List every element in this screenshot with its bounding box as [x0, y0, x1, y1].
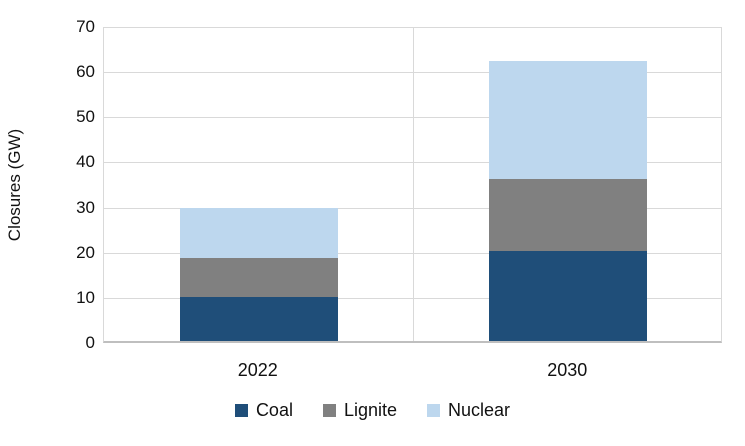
legend-item-coal: Coal: [234, 399, 293, 421]
gridline-y-20: [104, 252, 721, 254]
bar-2030-coal: [489, 250, 648, 341]
gridline-y-50: [104, 117, 721, 119]
legend-item-lignite: Lignite: [322, 399, 398, 421]
gridline-y-60: [104, 72, 721, 74]
plot-area: [103, 27, 722, 343]
y-tick-label-10: 10: [76, 287, 95, 307]
legend-swatch-coal: [234, 403, 248, 417]
bar-2030-nuclear: [489, 61, 648, 179]
y-tick-label-20: 20: [76, 242, 95, 262]
gridline-y-40: [104, 162, 721, 164]
y-tick-label-30: 30: [76, 197, 95, 217]
bar-2022-coal: [179, 297, 338, 341]
y-tick-label-70: 70: [76, 17, 95, 36]
x-axis-label-2030: 2030: [547, 360, 588, 380]
x-axis-label-2022: 2022: [237, 360, 278, 380]
y-axis-title: Closures (GW): [5, 128, 24, 242]
bar-2022-lignite: [179, 257, 338, 298]
y-tick-label-40: 40: [76, 152, 95, 172]
gridline-y-10: [104, 297, 721, 299]
y-tick-label-60: 60: [76, 62, 95, 82]
legend-item-nuclear: Nuclear: [427, 399, 510, 421]
y-tick-label-50: 50: [76, 107, 95, 127]
legend: Coal Lignite Nuclear: [0, 399, 745, 421]
gridline-y-70: [104, 27, 721, 28]
legend-swatch-nuclear: [427, 403, 441, 417]
gridline-y-30: [104, 207, 721, 209]
y-tick-label-0: 0: [85, 333, 95, 352]
legend-swatch-lignite: [322, 403, 336, 417]
bar-2030-lignite: [489, 178, 648, 251]
legend-label-lignite: Lignite: [343, 400, 398, 420]
bar-2022-nuclear: [179, 207, 338, 258]
legend-label-coal: Coal: [255, 400, 293, 420]
legend-label-nuclear: Nuclear: [448, 400, 511, 420]
category-divider-gridline: [413, 27, 414, 341]
